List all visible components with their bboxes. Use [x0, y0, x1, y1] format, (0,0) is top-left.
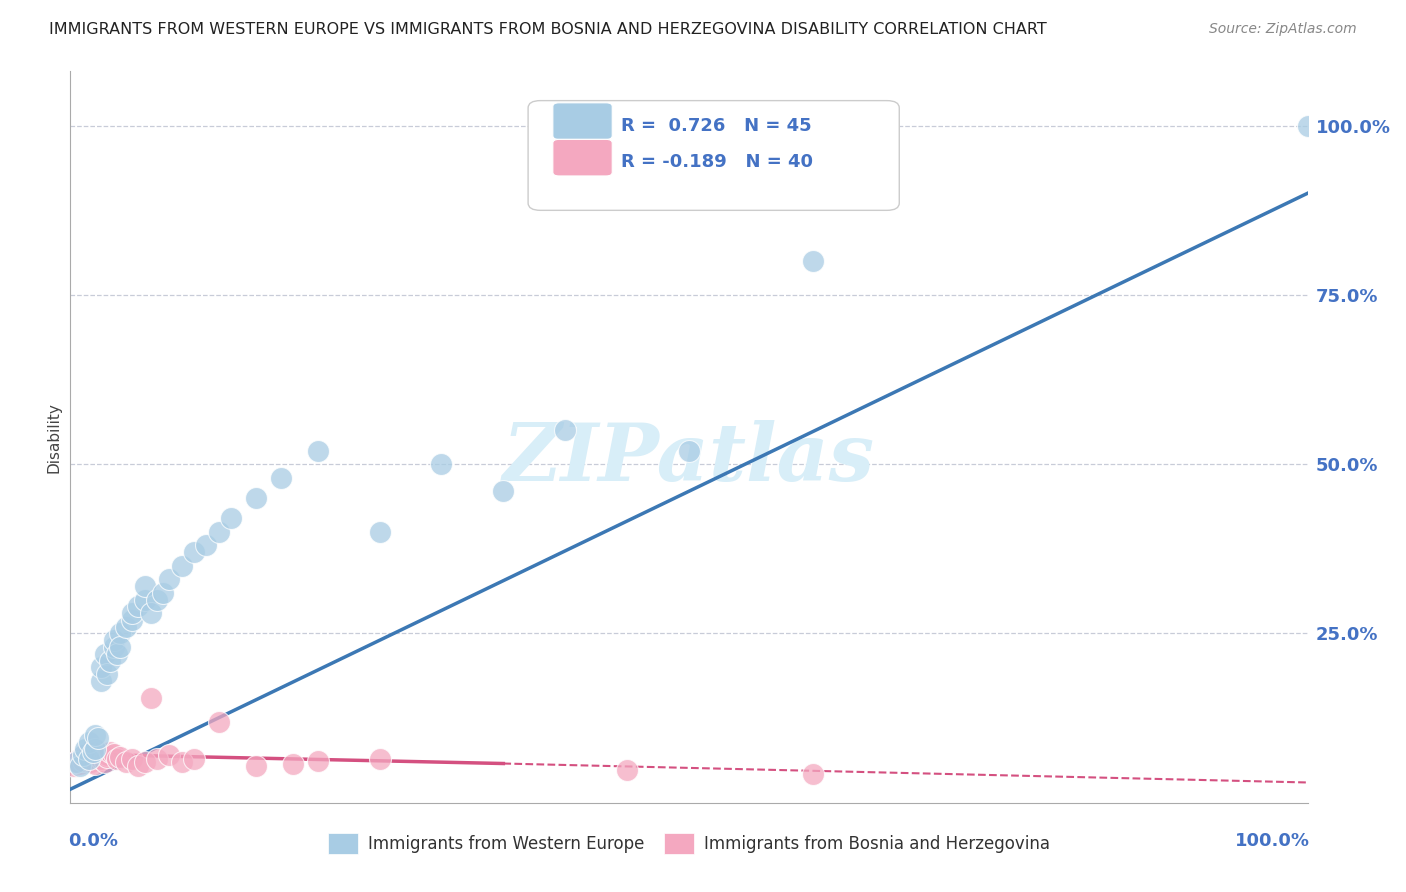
Point	[245, 491, 267, 505]
Point	[77, 745, 100, 759]
Point	[108, 640, 131, 654]
Point	[134, 579, 156, 593]
Point	[430, 457, 453, 471]
Point	[84, 745, 107, 759]
Point	[96, 748, 118, 763]
Point	[77, 752, 100, 766]
Point	[67, 752, 90, 766]
Point	[152, 586, 174, 600]
Point	[219, 511, 242, 525]
Text: IMMIGRANTS FROM WESTERN EUROPE VS IMMIGRANTS FROM BOSNIA AND HERZEGOVINA DISABIL: IMMIGRANTS FROM WESTERN EUROPE VS IMMIGR…	[49, 22, 1047, 37]
Text: 100.0%: 100.0%	[1234, 832, 1310, 850]
Point	[105, 752, 128, 766]
Point	[134, 755, 156, 769]
Point	[157, 748, 180, 763]
Point	[368, 524, 391, 539]
Point	[77, 752, 100, 766]
Point	[65, 755, 87, 769]
Point	[80, 755, 103, 769]
Point	[281, 756, 304, 771]
Point	[86, 731, 108, 746]
Point	[84, 756, 107, 771]
Point	[65, 755, 87, 769]
Point	[121, 752, 143, 766]
Point	[183, 545, 205, 559]
Point	[134, 592, 156, 607]
Point	[127, 758, 149, 772]
Point	[678, 443, 700, 458]
Point	[82, 749, 104, 764]
Point	[86, 748, 108, 763]
Text: 0.0%: 0.0%	[67, 832, 118, 850]
FancyBboxPatch shape	[553, 103, 612, 139]
Point	[121, 613, 143, 627]
Point	[183, 752, 205, 766]
Point	[75, 747, 97, 761]
Point	[90, 673, 112, 688]
Point	[139, 690, 162, 705]
Point	[139, 606, 162, 620]
Point	[170, 755, 193, 769]
Text: ZIPatlas: ZIPatlas	[503, 420, 875, 498]
Point	[77, 735, 100, 749]
Point	[307, 443, 329, 458]
Point	[127, 599, 149, 614]
Point	[72, 754, 94, 768]
Point	[146, 752, 169, 766]
Point	[75, 749, 97, 764]
Point	[84, 741, 107, 756]
Point	[63, 758, 86, 772]
Point	[105, 647, 128, 661]
Point	[96, 749, 118, 764]
Point	[121, 606, 143, 620]
Point	[554, 423, 576, 437]
Point	[103, 747, 125, 761]
Point	[94, 755, 117, 769]
Point	[108, 749, 131, 764]
Point	[69, 758, 91, 772]
Point	[801, 254, 824, 268]
Legend: Immigrants from Western Europe, Immigrants from Bosnia and Herzegovina: Immigrants from Western Europe, Immigran…	[321, 827, 1057, 860]
Point	[115, 620, 138, 634]
Point	[368, 752, 391, 766]
Point	[195, 538, 218, 552]
Point	[90, 752, 112, 766]
Text: R = -0.189   N = 40: R = -0.189 N = 40	[621, 153, 813, 171]
Point	[103, 640, 125, 654]
FancyBboxPatch shape	[529, 101, 900, 211]
Point	[801, 767, 824, 781]
Point	[616, 764, 638, 778]
Point	[146, 592, 169, 607]
Point	[170, 558, 193, 573]
Point	[94, 647, 117, 661]
Point	[1296, 119, 1319, 133]
Point	[69, 756, 91, 771]
Text: R =  0.726   N = 45: R = 0.726 N = 45	[621, 117, 811, 135]
Point	[98, 745, 121, 759]
Point	[270, 471, 292, 485]
Point	[108, 626, 131, 640]
Point	[72, 748, 94, 763]
Point	[245, 758, 267, 772]
Point	[90, 660, 112, 674]
Point	[75, 741, 97, 756]
Text: Source: ZipAtlas.com: Source: ZipAtlas.com	[1209, 22, 1357, 37]
Point	[72, 748, 94, 763]
Point	[82, 745, 104, 759]
Point	[492, 484, 515, 499]
Point	[157, 572, 180, 586]
Point	[103, 633, 125, 648]
Point	[96, 667, 118, 681]
FancyBboxPatch shape	[553, 139, 612, 176]
Point	[84, 728, 107, 742]
Point	[115, 755, 138, 769]
Y-axis label: Disability: Disability	[46, 401, 62, 473]
Point	[307, 754, 329, 768]
Point	[98, 654, 121, 668]
Point	[208, 714, 231, 729]
Point	[90, 745, 112, 759]
Point	[208, 524, 231, 539]
